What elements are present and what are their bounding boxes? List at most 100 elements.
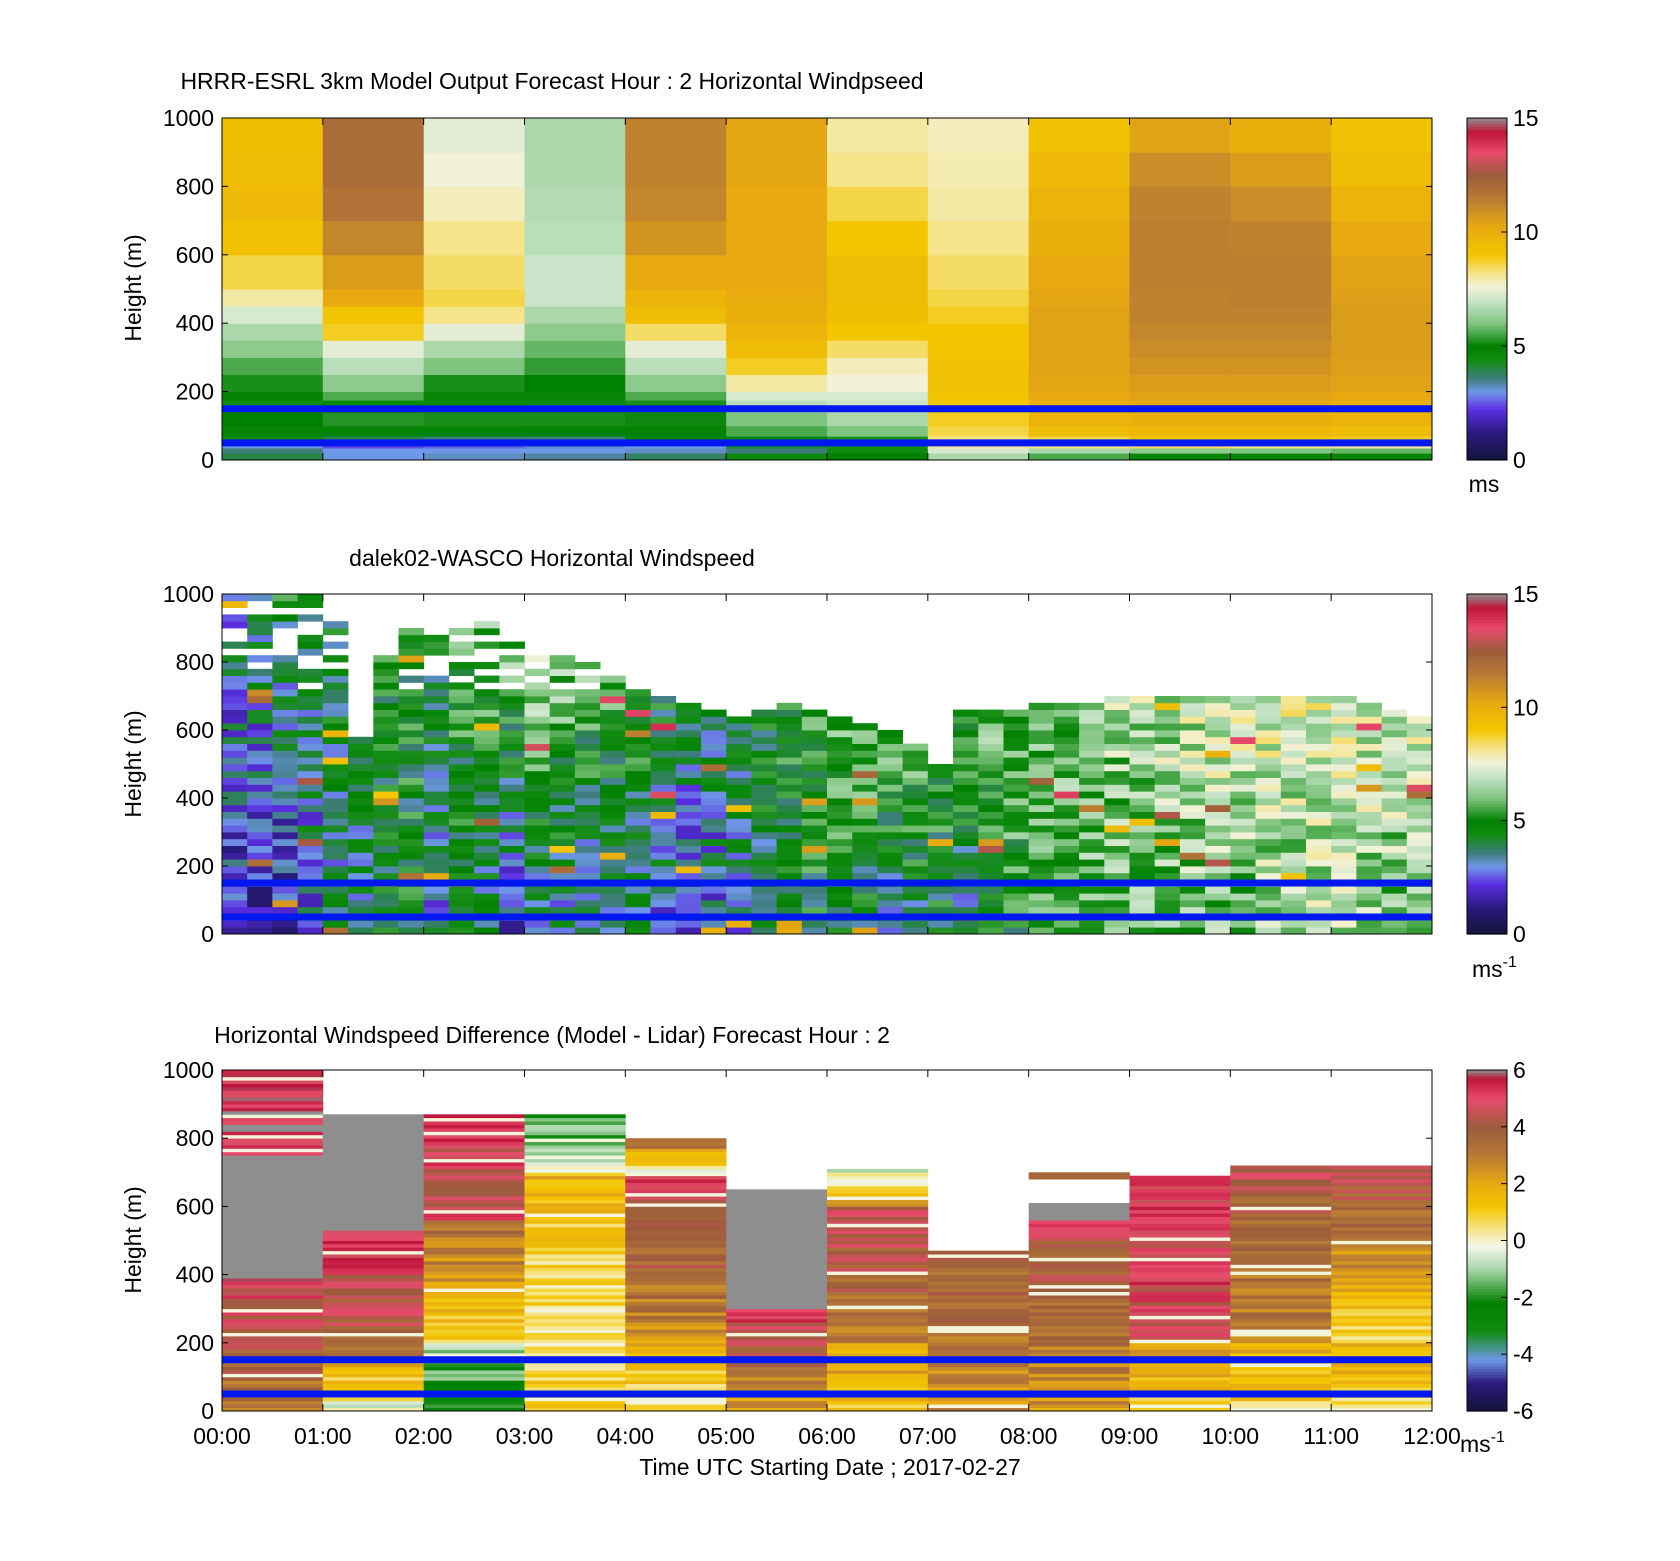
x-tick-label: 00:00: [193, 1423, 251, 1449]
heatmap-cell: [675, 730, 702, 738]
heatmap-cell: [1356, 900, 1382, 908]
heatmap-cell: [474, 628, 500, 636]
heatmap-cell: [1129, 696, 1156, 704]
heatmap-cell: [1104, 859, 1130, 867]
heatmap-cell: [1003, 866, 1030, 874]
colorbar-swatch: [1467, 755, 1507, 759]
heatmap-cell: [373, 743, 399, 751]
heatmap-cell: [247, 804, 273, 812]
heatmap-cell: [524, 1336, 626, 1340]
heatmap-cell: [448, 757, 475, 765]
heatmap-cell: [1129, 1353, 1231, 1357]
heatmap-cell: [927, 1288, 1029, 1292]
colorbar-swatch: [1467, 1195, 1507, 1199]
heatmap-cell: [600, 736, 626, 744]
heatmap-cell: [549, 906, 576, 914]
heatmap-cell: [1079, 804, 1105, 812]
heatmap-cell: [1381, 811, 1408, 819]
heatmap-cell: [776, 709, 803, 717]
heatmap-cell: [524, 1148, 626, 1153]
colorbar-swatch: [1467, 857, 1507, 861]
heatmap-cell: [423, 1168, 525, 1173]
heatmap-cell: [297, 730, 324, 738]
colorbar-swatch: [1467, 374, 1507, 378]
colorbar-tick-label: 15: [1513, 581, 1539, 607]
heatmap-cell: [499, 641, 525, 649]
heatmap-cell: [1079, 825, 1105, 833]
heatmap-cell: [423, 1281, 525, 1286]
heatmap-cell: [423, 1308, 525, 1313]
heatmap-cell: [625, 866, 651, 874]
colorbar-swatch: [1467, 166, 1507, 170]
heatmap-cell: [222, 1165, 324, 1170]
heatmap-cell: [222, 1250, 324, 1255]
colorbar-tick-label: -4: [1513, 1341, 1534, 1367]
heatmap-cell: [701, 784, 727, 792]
colorbar-swatch: [1467, 414, 1507, 418]
heatmap-cell: [1255, 709, 1282, 717]
heatmap-cell: [322, 675, 349, 683]
heatmap-cell: [222, 1349, 324, 1354]
heatmap-cell: [1381, 832, 1408, 840]
colorbar-swatch: [1467, 226, 1507, 230]
heatmap-cell: [1129, 118, 1231, 153]
heatmap-cell: [322, 723, 349, 731]
heatmap-cell: [524, 1387, 626, 1391]
colorbar-swatch: [1467, 451, 1507, 455]
heatmap-cell: [574, 859, 601, 867]
heatmap-cell: [524, 1151, 626, 1156]
heatmap-cell: [625, 1342, 727, 1347]
heatmap-cell: [1028, 1380, 1130, 1385]
heatmap-cell: [474, 811, 500, 819]
heatmap-cell: [1003, 736, 1030, 744]
heatmap-cell: [222, 770, 248, 778]
heatmap-cell: [448, 628, 475, 636]
heatmap-cell: [726, 804, 752, 812]
heatmap-cell: [524, 1172, 626, 1177]
heatmap-cell: [1406, 920, 1433, 928]
colorbar-tick-label: 2: [1513, 1171, 1526, 1197]
colorbar-swatch: [1467, 1286, 1507, 1290]
heatmap-cell: [1028, 927, 1055, 935]
colorbar-swatch: [1467, 625, 1507, 629]
colorbar-swatch: [1467, 1155, 1507, 1159]
heatmap-cell: [474, 716, 500, 724]
heatmap-cell: [524, 682, 551, 690]
heatmap-cell: [423, 1185, 525, 1190]
heatmap-cell: [322, 709, 349, 717]
x-tick-label: 09:00: [1101, 1423, 1159, 1449]
heatmap-cell: [524, 1155, 626, 1160]
heatmap-cell: [1179, 859, 1206, 867]
heatmap-cell: [322, 716, 349, 724]
heatmap-cell: [1129, 1281, 1231, 1286]
colorbar-swatch: [1467, 1376, 1507, 1381]
heatmap-cell: [297, 872, 324, 880]
heatmap-cell: [1129, 1288, 1231, 1292]
heatmap-cell: [1331, 1240, 1433, 1245]
heatmap-cell: [373, 682, 399, 690]
heatmap-cell: [574, 866, 601, 874]
heatmap-cell: [1356, 798, 1382, 806]
heatmap-cell: [1280, 900, 1307, 908]
colorbar-swatch: [1467, 246, 1507, 250]
heatmap-cell: [1028, 1220, 1130, 1224]
heatmap-cell: [322, 1301, 424, 1306]
x-tick-label: 04:00: [597, 1423, 655, 1449]
x-tick-label: 05:00: [697, 1423, 755, 1449]
heatmap-cell: [625, 838, 651, 846]
heatmap-cell: [474, 621, 500, 629]
heatmap-cell: [1230, 1243, 1332, 1248]
heatmap-cell: [726, 832, 752, 840]
heatmap-cell: [751, 730, 777, 738]
heatmap-cell: [524, 220, 626, 256]
heatmap-cell: [1230, 1264, 1332, 1269]
heatmap-cell: [625, 716, 651, 724]
heatmap-cell: [827, 306, 929, 324]
heatmap-cell: [222, 1373, 324, 1378]
heatmap-cell: [852, 852, 878, 860]
colorbar-swatch: [1467, 608, 1507, 612]
heatmap-cell: [1129, 1315, 1231, 1320]
heatmap-cell: [524, 1216, 626, 1221]
heatmap-cell: [524, 1162, 626, 1166]
heatmap-cell: [222, 1138, 324, 1142]
